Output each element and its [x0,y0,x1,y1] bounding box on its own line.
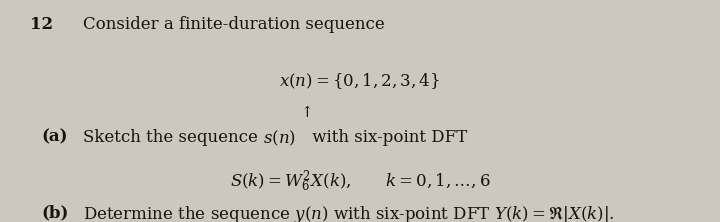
Text: $s(n)$: $s(n)$ [263,129,296,148]
Text: Consider a finite-duration sequence: Consider a finite-duration sequence [83,16,384,33]
Text: $\uparrow$: $\uparrow$ [298,104,312,120]
Text: $x(n) = \{0, 1, 2, 3, 4\}$: $x(n) = \{0, 1, 2, 3, 4\}$ [279,71,441,91]
Text: Determine the sequence $y(n)$ with six-point DFT $Y(k) = \Re|X(k)|$.: Determine the sequence $y(n)$ with six-p… [83,204,614,222]
Text: $S(k) = W_6^2 X(k), \qquad k = 0, 1, \ldots, 6$: $S(k) = W_6^2 X(k), \qquad k = 0, 1, \ld… [230,169,490,195]
Text: (b): (b) [41,204,68,221]
Text: Sketch the sequence: Sketch the sequence [83,129,263,146]
Text: with six-point DFT: with six-point DFT [307,129,467,146]
Text: 12: 12 [30,16,53,33]
Text: (a): (a) [41,129,68,146]
